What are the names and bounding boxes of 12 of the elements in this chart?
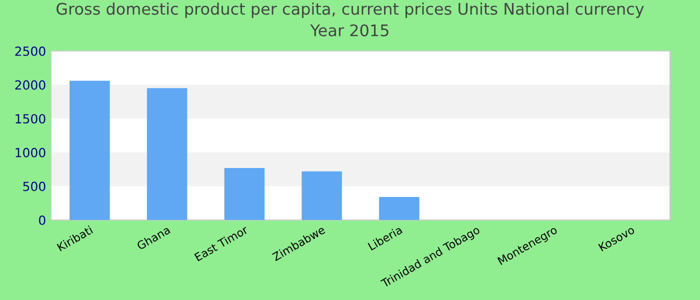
chart-title: Gross domestic product per capita, current prices Units National currency Year 2015: [56, 2, 644, 36]
y-tick-label: 2000: [15, 80, 46, 90]
y-tick-label: 0: [39, 215, 46, 225]
y-tick-label: 1500: [16, 114, 46, 124]
y-tick-label: 1000: [16, 148, 46, 158]
bar: [379, 197, 420, 220]
bar: [146, 88, 188, 220]
y-tick-label: 500: [23, 182, 46, 192]
bar: [302, 171, 342, 220]
y-tick-label: 2500: [15, 46, 46, 56]
bar: [70, 80, 110, 220]
bar: [224, 168, 265, 220]
